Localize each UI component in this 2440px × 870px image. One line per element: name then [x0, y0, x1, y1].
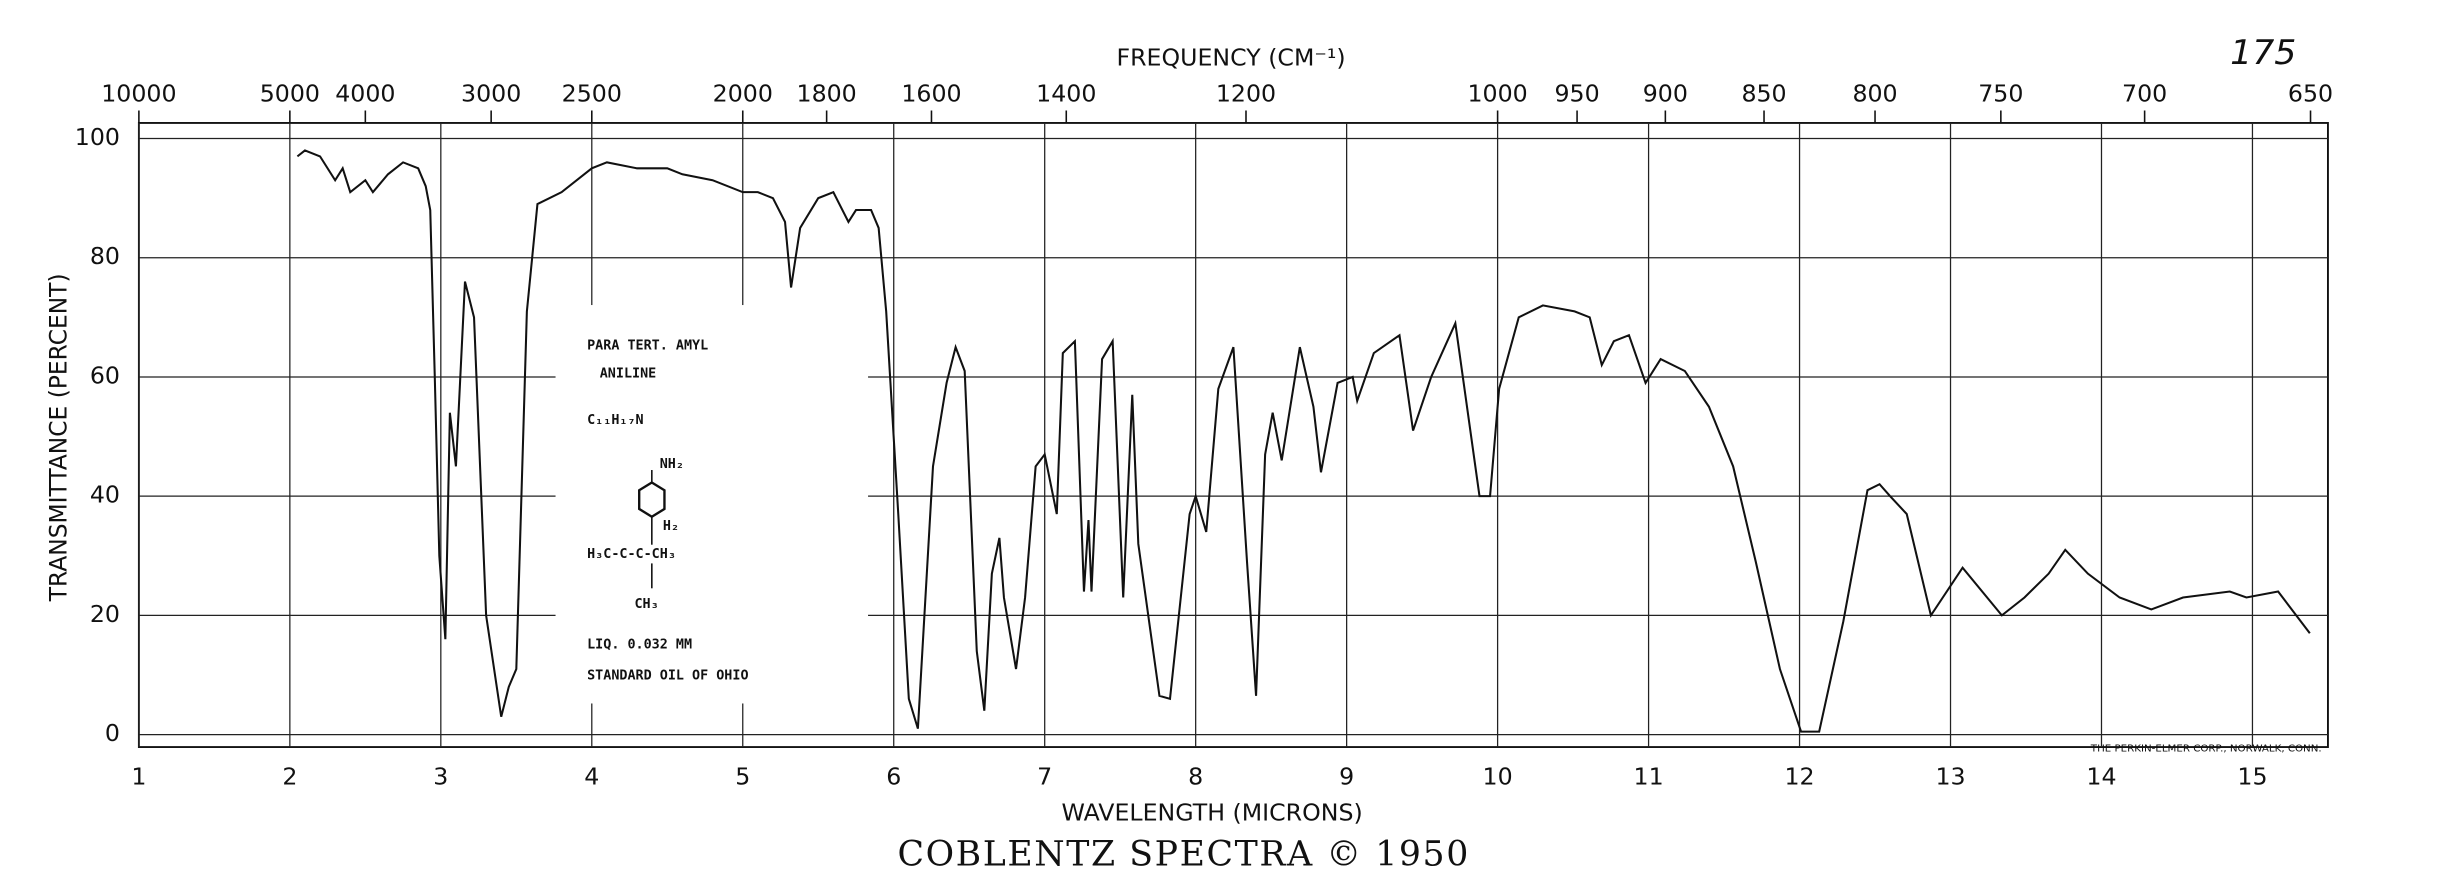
- spectrum-line: [296, 149, 2311, 733]
- x-tick-label: 6: [886, 763, 901, 791]
- x-tick-label: 10: [1483, 763, 1513, 791]
- x-tick-label: 7: [1037, 763, 1052, 791]
- x-tick-label: 2: [282, 763, 297, 791]
- x2-tick-label: 2500: [562, 80, 622, 108]
- annotation: NH₂: [660, 457, 684, 472]
- x2-tick-label: 1000: [1467, 80, 1527, 108]
- x2-tick-label: 10000: [101, 80, 176, 108]
- y-tick-label: 100: [75, 123, 120, 151]
- x2-tick-label: 800: [1852, 80, 1897, 108]
- annotation: LIQ. 0.032 MM: [587, 637, 692, 652]
- x2-tick-label: 850: [1741, 80, 1786, 108]
- y-tick-label: 40: [90, 481, 120, 509]
- x2-tick-label: 1400: [1036, 80, 1096, 108]
- annotation: CH₃: [634, 597, 658, 612]
- y-tick-label: 80: [90, 242, 120, 270]
- sample-box-bg: [555, 305, 869, 704]
- x-tick-label: 5: [735, 763, 750, 791]
- x-tick-label: 14: [2086, 763, 2116, 791]
- x2-tick-label: 700: [2122, 80, 2167, 108]
- x-axis-title: WAVELENGTH (MICRONS): [1062, 799, 1363, 827]
- annotation: ANILINE: [600, 367, 657, 382]
- x-tick-label: 3: [433, 763, 448, 791]
- y-tick-label: 20: [90, 600, 120, 628]
- x-tick-label: 1: [131, 763, 146, 791]
- x2-tick-label: 1200: [1216, 80, 1276, 108]
- x2-tick-label: 750: [1978, 80, 2023, 108]
- x2-tick-label: 1600: [901, 80, 961, 108]
- x-tick-label: 13: [1935, 763, 1965, 791]
- annotation: C₁₁H₁₇N: [587, 413, 644, 428]
- x2-tick-label: 1800: [797, 80, 857, 108]
- x2-tick-label: 650: [2288, 80, 2333, 108]
- x2-tick-label: 950: [1554, 80, 1599, 108]
- x-tick-label: 8: [1188, 763, 1203, 791]
- x2-tick-label: 900: [1643, 80, 1688, 108]
- x2-tick-label: 2000: [713, 80, 773, 108]
- y-tick-label: 0: [105, 719, 120, 747]
- annotation: H₃C-C-C-CH₃: [587, 547, 676, 562]
- sample-box: [555, 305, 869, 704]
- x2-tick-label: 3000: [461, 80, 521, 108]
- y-axis-title: TRANSMITTANCE (PERCENT): [44, 273, 72, 602]
- x-tick-label: 9: [1339, 763, 1354, 791]
- x2-axis-title: FREQUENCY (CM⁻¹): [1117, 44, 1346, 72]
- annotations: PARA TERT. AMYL ANILINE C₁₁H₁₇N NH₂ H₂ H₃C-C-…: [587, 339, 2322, 755]
- page-number: 175: [2230, 33, 2296, 73]
- x2-tick-label: 5000: [260, 80, 320, 108]
- x-tick-label: 4: [584, 763, 599, 791]
- annotation: PARA TERT. AMYL: [587, 339, 708, 354]
- credit: THE PERKIN-ELMER CORP., NORWALK, CONN.: [2090, 744, 2322, 755]
- chart-title: COBLENTZ SPECTRA © 1950: [898, 835, 1470, 870]
- x2-tick-label: 4000: [335, 80, 395, 108]
- x-tick-label: 15: [2237, 763, 2267, 791]
- annotation: H₂: [663, 519, 679, 534]
- annotation: STANDARD OIL OF OHIO: [587, 669, 748, 684]
- y-tick-label: 60: [90, 362, 120, 390]
- x-tick-label: 12: [1784, 763, 1814, 791]
- x-tick-label: 11: [1634, 763, 1664, 791]
